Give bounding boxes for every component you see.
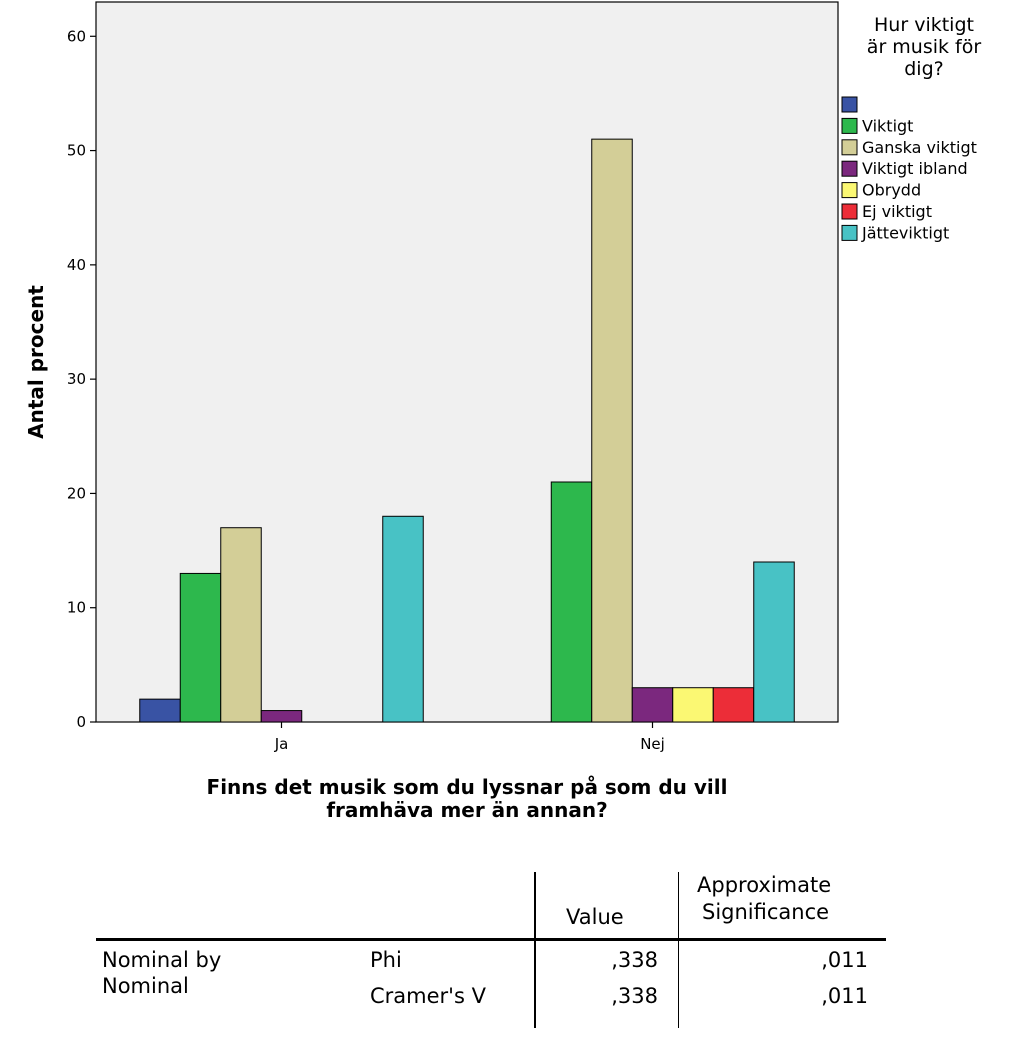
y-axis-title: Antal procent (24, 285, 48, 439)
y-tick-label: 50 (67, 142, 86, 160)
bar (591, 138, 633, 723)
x-axis-title-line: Finns det musik som du lyssnar på som du… (207, 775, 728, 799)
header-approx-1: Approximate (697, 873, 832, 897)
legend-label: Viktigt ibland (862, 159, 968, 178)
legend-swatch (841, 224, 858, 241)
bar (139, 698, 181, 723)
y-axis: 0 10 20 30 40 50 60 (67, 27, 96, 731)
bar (672, 687, 714, 723)
row-sig-phi: ,011 (821, 948, 868, 972)
legend-swatch (841, 139, 858, 156)
row-label-cramer: Cramer's V (370, 984, 486, 1008)
legend-swatch (841, 203, 858, 220)
row-label-phi: Phi (370, 948, 402, 972)
legend-title-line: är musik för (867, 36, 982, 58)
bar (712, 687, 755, 723)
table-header-rule (96, 938, 886, 941)
bar (179, 572, 222, 723)
table-vertical-rule-2 (678, 872, 679, 1028)
y-tick-label: 40 (67, 256, 86, 274)
y-tick-label: 60 (67, 27, 86, 45)
bars (139, 138, 795, 723)
row-value-phi: ,338 (611, 948, 658, 972)
y-tick-label: 30 (67, 370, 86, 388)
x-tick-label: Ja (274, 735, 289, 753)
x-axis: Ja Nej (274, 722, 665, 753)
legend-label: Ej viktigt (862, 202, 932, 221)
bar (631, 687, 674, 723)
legend-label: Ganska viktigt (862, 138, 977, 157)
x-tick-label: Nej (640, 735, 665, 753)
y-tick-label: 20 (67, 484, 86, 502)
y-tick-label: 10 (67, 599, 86, 617)
legend-swatch (841, 182, 858, 199)
legend-title-line: dig? (904, 58, 943, 80)
row-group-label-1: Nominal by (102, 948, 222, 972)
legend-swatch (841, 96, 858, 113)
bar (220, 527, 262, 723)
row-group-label-2: Nominal (102, 974, 189, 998)
legend-label: Obrydd (862, 181, 921, 200)
y-tick-label: 0 (76, 713, 86, 731)
row-value-cramer: ,338 (611, 984, 658, 1008)
bar (753, 561, 795, 723)
x-axis-title: Finns det musik som du lyssnar på som du… (207, 775, 728, 822)
bar (382, 515, 424, 723)
bar (260, 710, 303, 723)
legend-label: Viktigt (862, 116, 913, 135)
legend-label: Jätteviktigt (861, 223, 949, 242)
bar (550, 481, 593, 723)
legend-swatch (841, 160, 858, 177)
legend-swatch (841, 117, 858, 134)
stats-table: Value Approximate Significance Nominal b… (96, 870, 886, 1030)
table-vertical-rule-1 (534, 872, 536, 1028)
x-axis-title-line: framhäva mer än annan? (326, 798, 607, 822)
row-sig-cramer: ,011 (821, 984, 868, 1008)
legend-title-line: Hur viktigt (874, 14, 974, 36)
header-value: Value (566, 905, 624, 929)
header-approx-2: Significance (702, 900, 830, 924)
